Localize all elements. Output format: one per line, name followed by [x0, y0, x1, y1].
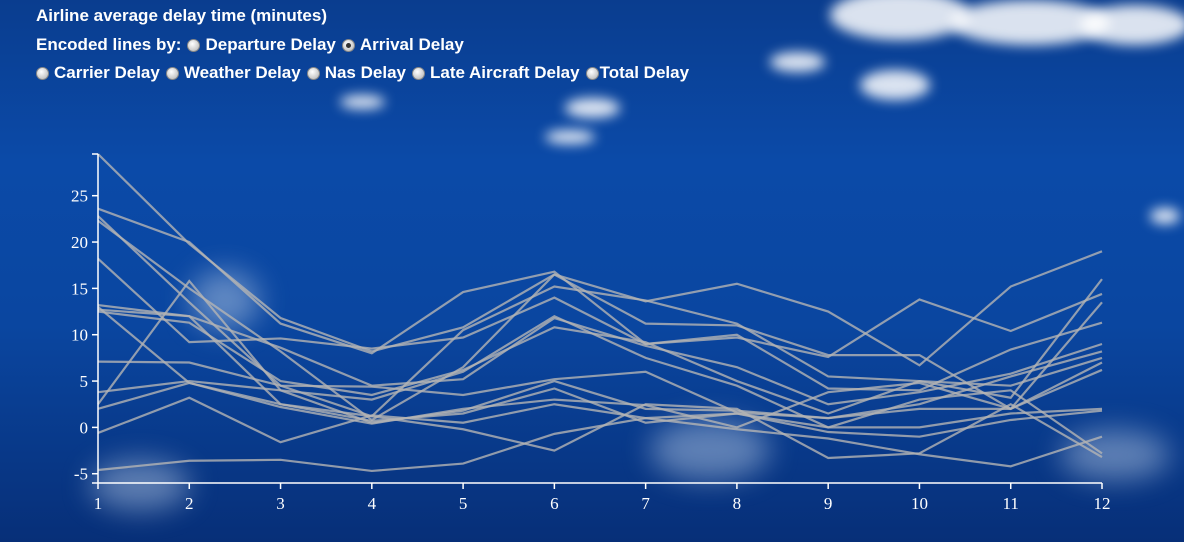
- cloud-decoration: [1150, 208, 1180, 224]
- y-tick-label: -5: [74, 465, 88, 484]
- series-line-1: [97, 153, 1103, 367]
- radio-label: Arrival Delay: [359, 35, 464, 54]
- cloud-decoration: [545, 130, 595, 144]
- series-line-15: [97, 308, 1103, 460]
- radio-icon[interactable]: [36, 66, 49, 80]
- radio-label: Nas Delay: [324, 63, 406, 82]
- radio-row-1: Encoded lines by: Departure Delay Arriva…: [36, 35, 695, 55]
- radio-carrier-delay[interactable]: Carrier Delay: [36, 63, 160, 83]
- series-line-13: [97, 396, 1103, 444]
- x-tick-label: 12: [1094, 494, 1111, 513]
- x-tick-label: 8: [733, 494, 742, 513]
- radio-label: Weather Delay: [183, 63, 301, 82]
- radio-label: Departure Delay: [205, 35, 336, 54]
- radio-late-aircraft-delay[interactable]: Late Aircraft Delay: [411, 63, 580, 83]
- y-tick-label: 0: [80, 418, 89, 437]
- x-tick-label: 11: [1003, 494, 1019, 513]
- radio-icon[interactable]: [306, 66, 320, 80]
- radio-arrival-delay[interactable]: Arrival Delay: [341, 35, 464, 55]
- cloud-decoration: [860, 70, 930, 100]
- radio-label: Late Aircraft Delay: [429, 63, 580, 82]
- controls-panel: Airline average delay time (minutes) Enc…: [36, 6, 695, 91]
- radio-total-delay[interactable]: Total Delay: [585, 63, 690, 83]
- series-line-14: [97, 417, 1103, 473]
- x-tick-label: 2: [185, 494, 194, 513]
- radio-label: Carrier Delay: [54, 63, 160, 82]
- cloud-decoration: [1080, 5, 1184, 45]
- x-tick-label: 4: [368, 494, 377, 513]
- series-line-9: [97, 350, 1103, 420]
- y-tick-label: 15: [71, 279, 88, 298]
- radio-icon[interactable]: [585, 66, 599, 80]
- cloud-decoration: [340, 95, 385, 109]
- series-line-2: [97, 207, 1103, 359]
- chart-title: Airline average delay time (minutes): [36, 6, 327, 25]
- cloud-decoration: [565, 98, 620, 118]
- series-line-12: [97, 381, 1103, 429]
- radio-icon[interactable]: [187, 38, 201, 52]
- series-line-6: [97, 303, 1103, 406]
- series-line-8: [97, 279, 1103, 455]
- radio-departure-delay[interactable]: Departure Delay: [187, 35, 336, 55]
- x-tick-label: 10: [911, 494, 928, 513]
- radio-row-2: Carrier Delay Weather Delay Nas Delay La…: [36, 63, 695, 83]
- radio-icon[interactable]: [411, 66, 425, 80]
- radio-weather-delay[interactable]: Weather Delay: [165, 63, 301, 83]
- x-tick-label: 9: [824, 494, 833, 513]
- radio-label: Total Delay: [599, 63, 690, 82]
- x-tick-label: 5: [459, 494, 468, 513]
- cloud-decoration: [770, 52, 825, 72]
- radio-checked-icon[interactable]: [341, 38, 355, 52]
- series-line-4: [97, 219, 1103, 422]
- y-tick-label: 10: [71, 326, 88, 345]
- y-tick-label: 20: [71, 233, 88, 252]
- cloud-decoration: [830, 0, 970, 40]
- x-tick-label: 7: [641, 494, 650, 513]
- y-tick-label: 5: [80, 372, 89, 391]
- x-tick-label: 1: [94, 494, 103, 513]
- y-tick-label: 25: [71, 187, 88, 206]
- encoded-lines-label: Encoded lines by:: [36, 35, 182, 54]
- series-line-5: [97, 257, 1103, 392]
- x-tick-label: 3: [276, 494, 285, 513]
- radio-icon[interactable]: [165, 66, 179, 80]
- series-line-11: [97, 306, 1103, 429]
- radio-nas-delay[interactable]: Nas Delay: [306, 63, 406, 83]
- x-tick-label: 6: [550, 494, 559, 513]
